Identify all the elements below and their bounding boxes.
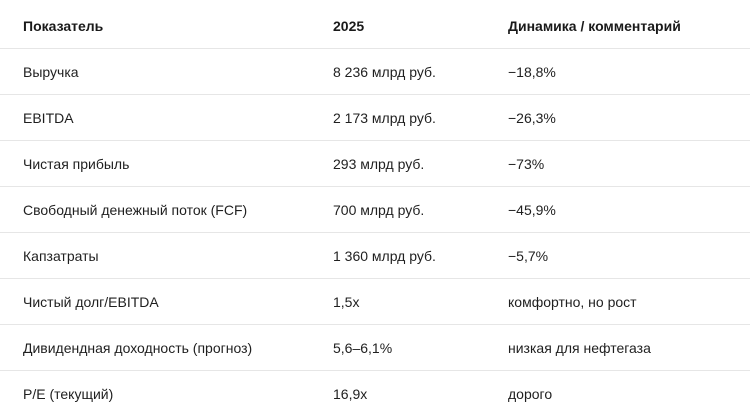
data-table: Показатель 2025 Динамика / комментарий В… <box>0 3 750 417</box>
dynamics-cell: −73% <box>508 155 545 172</box>
table-row: Чистая прибыль 293 млрд руб. −73% <box>0 141 750 187</box>
indicator-cell: Свободный денежный поток (FCF) <box>23 201 248 218</box>
value-cell: 5,6–6,1% <box>333 339 393 356</box>
indicator-cell: Чистый долг/EBITDA <box>23 293 159 310</box>
indicator-cell: EBITDA <box>23 109 74 126</box>
dynamics-cell: комфортно, но рост <box>508 293 637 310</box>
indicator-cell: Дивидендная доходность (прогноз) <box>23 339 253 356</box>
indicator-cell: Чистая прибыль <box>23 155 130 172</box>
table-row: Дивидендная доходность (прогноз) 5,6–6,1… <box>0 325 750 371</box>
dynamics-cell: −18,8% <box>508 63 556 80</box>
value-cell: 1,5x <box>333 293 360 310</box>
value-cell: 1 360 млрд руб. <box>333 247 436 264</box>
value-cell: 16,9x <box>333 386 368 402</box>
header-year: 2025 <box>333 17 365 34</box>
indicator-cell: P/E (текущий) <box>23 386 114 402</box>
header-dynamics: Динамика / комментарий <box>508 17 681 34</box>
table-row: EBITDA 2 173 млрд руб. −26,3% <box>0 95 750 141</box>
value-cell: 2 173 млрд руб. <box>333 109 436 126</box>
table-row: P/E (текущий) 16,9x дорого <box>0 371 750 417</box>
indicator-cell: Капзатраты <box>23 247 99 264</box>
dynamics-cell: −5,7% <box>508 247 549 264</box>
dynamics-cell: низкая для нефтегаза <box>508 339 651 356</box>
table-row: Чистый долг/EBITDA 1,5x комфортно, но ро… <box>0 279 750 325</box>
table-header-row: Показатель 2025 Динамика / комментарий <box>0 3 750 49</box>
dynamics-cell: дорого <box>508 386 553 402</box>
value-cell: 293 млрд руб. <box>333 155 425 172</box>
dynamics-cell: −45,9% <box>508 201 556 218</box>
table-row: Выручка 8 236 млрд руб. −18,8% <box>0 49 750 95</box>
table-row: Свободный денежный поток (FCF) 700 млрд … <box>0 187 750 233</box>
value-cell: 700 млрд руб. <box>333 201 425 218</box>
dynamics-cell: −26,3% <box>508 109 556 126</box>
value-cell: 8 236 млрд руб. <box>333 63 436 80</box>
indicator-cell: Выручка <box>23 63 79 80</box>
header-indicator: Показатель <box>23 17 104 34</box>
table-row: Капзатраты 1 360 млрд руб. −5,7% <box>0 233 750 279</box>
